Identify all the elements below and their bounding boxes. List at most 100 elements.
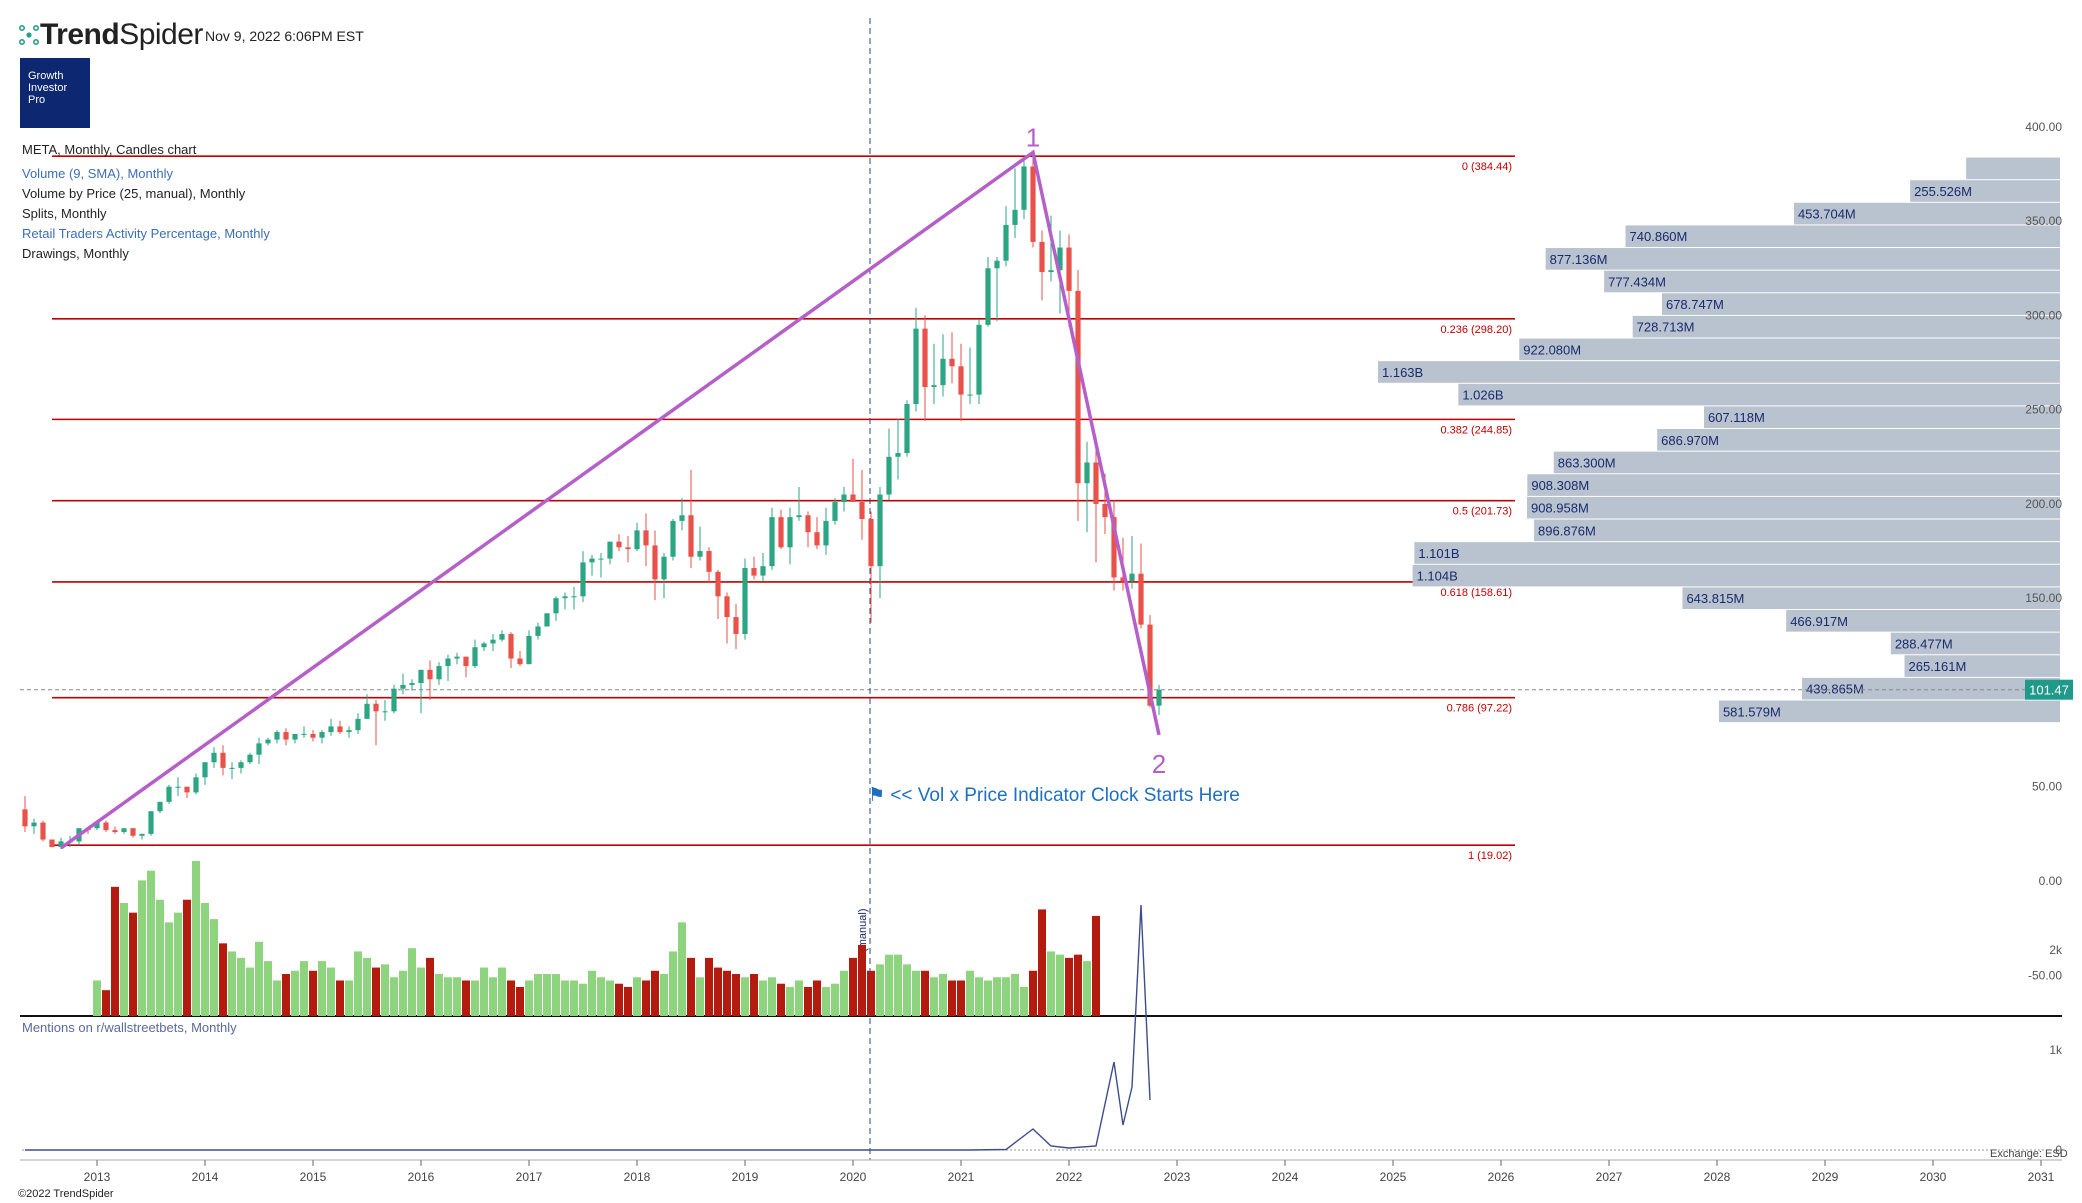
candle-body — [832, 502, 838, 521]
candle-body — [1075, 290, 1081, 484]
volume-bar — [570, 980, 578, 1016]
candle-body — [166, 786, 172, 802]
candle-body — [580, 562, 586, 597]
volume-bar — [795, 980, 803, 1016]
candle-body — [1147, 624, 1153, 706]
volume-bar — [1047, 951, 1055, 1016]
candle-body — [661, 556, 667, 580]
candle-body — [508, 634, 514, 659]
vbp-label: 777.434M — [1608, 274, 1666, 289]
volume-bar — [975, 977, 983, 1016]
legend-item[interactable]: Volume (9, SMA), Monthly — [22, 166, 173, 181]
volume-bar — [210, 919, 218, 1016]
candle-body — [283, 732, 289, 740]
volume-bar — [849, 957, 857, 1016]
candle-body — [1120, 577, 1126, 582]
legend-item[interactable]: Splits, Monthly — [22, 206, 107, 221]
candle-body — [1066, 247, 1072, 291]
volume-bar — [1056, 954, 1064, 1016]
candle-body — [1048, 270, 1054, 273]
candle-body — [940, 358, 946, 386]
candle-body — [562, 596, 568, 599]
candle-body — [706, 551, 712, 572]
candle-body — [274, 732, 280, 740]
volume-bar — [408, 948, 416, 1016]
volume-bar — [156, 899, 164, 1016]
candle-body — [337, 726, 343, 733]
candle-body — [976, 324, 982, 395]
vbp-label: 1.163B — [1382, 365, 1423, 380]
volume-bar — [237, 957, 245, 1016]
volume-bar — [363, 957, 371, 1016]
candle-body — [715, 571, 721, 597]
candle-body — [1030, 166, 1036, 242]
vbp-bar — [1793, 202, 2060, 225]
volume-bar — [102, 990, 110, 1016]
vol-price-annotation[interactable]: ⚑ << Vol x Price Indicator Clock Starts … — [868, 785, 1240, 806]
vbp-label: 466.917M — [1790, 614, 1848, 629]
candle-body — [400, 684, 406, 689]
volume-bar — [723, 970, 731, 1016]
candle-body — [697, 551, 703, 557]
candle-body — [868, 519, 874, 567]
vbp-label: 255.526M — [1914, 184, 1972, 199]
candle-body — [625, 547, 631, 550]
candle-body — [472, 647, 478, 667]
volume-bar — [732, 974, 740, 1016]
vbp-label: 908.308M — [1531, 478, 1589, 493]
volume-bar — [813, 980, 821, 1016]
candle-body — [850, 494, 856, 503]
vbp-label: 288.477M — [1895, 636, 1953, 651]
volume-bar — [255, 941, 263, 1016]
candle-body — [373, 703, 379, 712]
last-price-tag — [2025, 679, 2073, 700]
x-tick-label: 2029 — [1812, 1170, 1839, 1184]
volume-bar — [903, 964, 911, 1016]
volume-bar — [831, 983, 839, 1016]
fib-label: 0.786 (97.22) — [1447, 703, 1512, 715]
vbp-bar — [1632, 315, 2060, 338]
legend-item[interactable]: Drawings, Monthly — [22, 246, 129, 261]
x-tick-label: 2018 — [624, 1170, 651, 1184]
candle-body — [94, 822, 100, 829]
candle-body — [175, 786, 181, 788]
volume-bar — [489, 977, 497, 1016]
candle-body — [670, 520, 676, 557]
x-tick-label: 2023 — [1164, 1170, 1191, 1184]
vbp-label: 863.300M — [1558, 455, 1616, 470]
volume-bar — [714, 967, 722, 1016]
y-tick-label: 400.00 — [2025, 120, 2062, 134]
volume-bar — [534, 974, 542, 1016]
volume-bar — [885, 954, 893, 1016]
candle-body — [886, 456, 892, 495]
vbp-label: 643.815M — [1686, 591, 1744, 606]
candle-body — [805, 515, 811, 533]
vbp-bar — [1414, 542, 2060, 564]
volume-bar — [858, 944, 866, 1016]
candle-body — [121, 828, 127, 832]
volume-bar — [876, 964, 884, 1016]
volume-bar — [687, 957, 695, 1016]
candle-body — [301, 733, 307, 735]
vbp-bar — [1378, 361, 2060, 383]
vbp-bar — [1458, 383, 2060, 406]
candle-body — [157, 801, 163, 812]
legend-item[interactable]: META, Monthly, Candles chart — [22, 142, 197, 157]
candle-body — [418, 669, 424, 684]
timestamp: Nov 9, 2022 6:06PM EST — [205, 28, 364, 44]
legend-item[interactable]: Retail Traders Activity Percentage, Mont… — [22, 226, 270, 241]
candle-body — [202, 762, 208, 778]
fib-label: 0 (384.44) — [1462, 161, 1512, 173]
legend-item[interactable]: Volume by Price (25, manual), Monthly — [22, 186, 246, 201]
vbp-bar — [1703, 406, 2060, 429]
vbp-bar — [1519, 338, 2060, 361]
volume-bar — [984, 980, 992, 1016]
vbp-bar — [1904, 655, 2060, 677]
volume-bar — [219, 943, 227, 1016]
x-tick-label: 2015 — [300, 1170, 327, 1184]
volume-bar — [597, 977, 605, 1016]
candle-body — [535, 626, 541, 636]
candle-body — [823, 520, 829, 546]
volume-bar — [1029, 970, 1037, 1016]
